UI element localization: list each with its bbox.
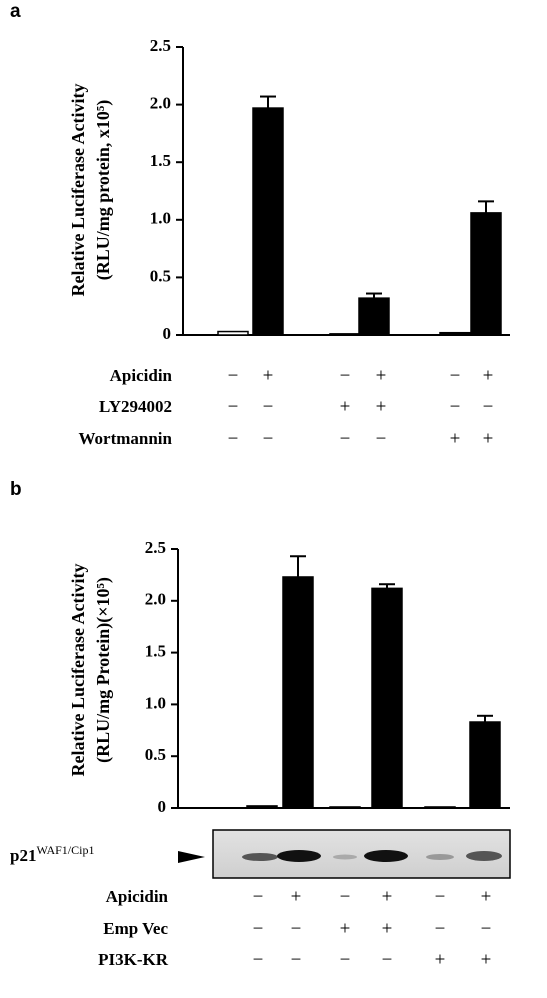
condition-sign: − (376, 428, 387, 449)
blot-label-main: p21 (10, 846, 36, 865)
condition-sign: + (435, 949, 446, 970)
panel-label: a (10, 1, 21, 22)
condition-sign: − (481, 918, 492, 939)
condition-sign: + (376, 365, 387, 386)
condition-sign: + (263, 365, 274, 386)
condition-sign: + (450, 428, 461, 449)
condition-sign: − (450, 396, 461, 417)
y-tick-label: 0 (158, 797, 167, 816)
condition-sign: − (291, 949, 302, 970)
blot-label-superscript: WAF1/Cip1 (36, 843, 94, 857)
condition-sign: − (450, 365, 461, 386)
bar (253, 108, 283, 335)
y-axis-label: Relative Luciferase Activity (68, 564, 88, 777)
condition-label: PI3K-KR (98, 950, 169, 969)
condition-sign: + (483, 428, 494, 449)
error-bar (478, 201, 494, 213)
condition-label: Apicidin (106, 887, 169, 906)
condition-sign: − (382, 949, 393, 970)
y-axis-label: (RLU/mg Protein)(×10⁵) (93, 577, 114, 763)
condition-sign: + (483, 365, 494, 386)
error-bar (260, 97, 276, 109)
condition-sign: − (253, 949, 264, 970)
panel-label: b (10, 479, 22, 500)
condition-sign: − (228, 365, 239, 386)
error-bar (290, 556, 306, 577)
condition-sign: + (340, 396, 351, 417)
y-axis-label: (RLU/mg protein, x10⁵) (93, 100, 114, 281)
y-tick-label: 2.5 (150, 36, 171, 55)
condition-sign: + (376, 396, 387, 417)
bar (359, 298, 389, 335)
figure: aRelative Luciferase Activity(RLU/mg pro… (0, 0, 547, 998)
condition-sign: + (382, 886, 393, 907)
bar (425, 807, 455, 808)
condition-label: Wortmannin (78, 429, 172, 448)
condition-sign: + (291, 886, 302, 907)
y-tick-label: 1.5 (145, 642, 166, 661)
condition-sign: + (481, 886, 492, 907)
error-bar (477, 716, 493, 722)
y-tick-label: 2.0 (150, 94, 171, 113)
blot-image (213, 830, 510, 878)
condition-sign: − (483, 396, 494, 417)
y-tick-label: 0.5 (145, 745, 166, 764)
y-tick-label: 0.5 (150, 266, 171, 285)
condition-sign: − (253, 918, 264, 939)
condition-sign: − (340, 365, 351, 386)
y-tick-label: 1.0 (150, 209, 171, 228)
condition-sign: − (340, 949, 351, 970)
blot-label: p21WAF1/Cip1 (10, 843, 94, 865)
bar (440, 333, 470, 335)
condition-sign: − (291, 918, 302, 939)
condition-sign: − (263, 428, 274, 449)
condition-sign: + (340, 918, 351, 939)
condition-sign: − (340, 428, 351, 449)
bar (330, 334, 360, 335)
y-tick-label: 1.5 (150, 151, 171, 170)
condition-sign: + (481, 949, 492, 970)
condition-label: Apicidin (110, 366, 173, 385)
bar (218, 332, 248, 335)
bar (471, 213, 501, 335)
condition-label: Emp Vec (103, 919, 168, 938)
y-tick-label: 1.0 (145, 693, 166, 712)
blot-arrow (178, 851, 205, 863)
bar (283, 577, 313, 808)
y-tick-label: 2.5 (145, 538, 166, 557)
y-tick-label: 2.0 (145, 590, 166, 609)
condition-sign: − (253, 886, 264, 907)
y-axis-label: Relative Luciferase Activity (68, 84, 88, 297)
condition-label: LY294002 (99, 397, 172, 416)
condition-sign: − (228, 396, 239, 417)
condition-sign: − (435, 886, 446, 907)
y-tick-label: 0 (163, 324, 172, 343)
condition-sign: − (435, 918, 446, 939)
condition-sign: − (340, 886, 351, 907)
bar (247, 806, 277, 808)
condition-sign: − (228, 428, 239, 449)
bar (330, 807, 360, 808)
condition-sign: + (382, 918, 393, 939)
bar (372, 588, 402, 808)
condition-sign: − (263, 396, 274, 417)
bar (470, 722, 500, 808)
